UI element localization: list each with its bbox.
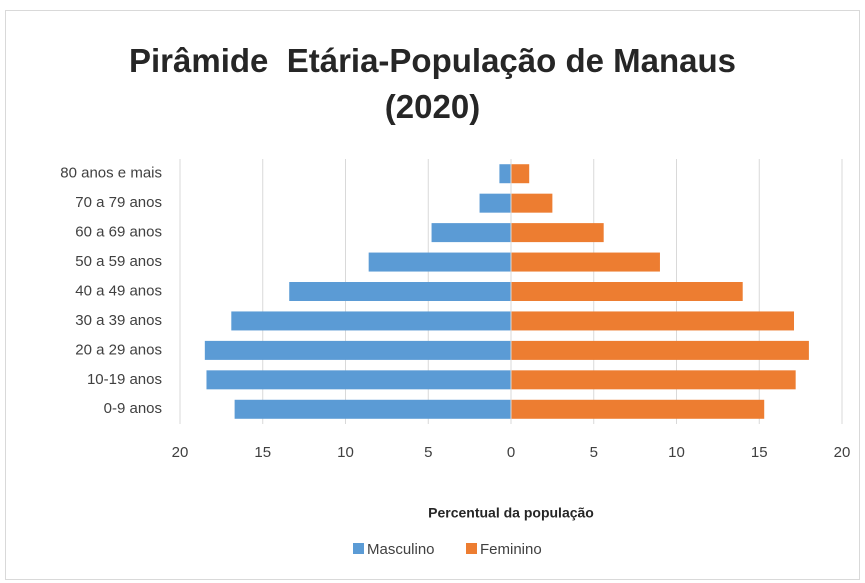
bar (511, 399, 765, 419)
bar (206, 370, 512, 390)
bar (511, 164, 530, 184)
x-tick-label: 5 (424, 444, 432, 461)
bar (511, 340, 809, 360)
y-tick-label: 80 anos e mais (60, 165, 162, 182)
bar (231, 311, 511, 331)
bar (289, 282, 511, 301)
y-tick-label: 70 a 79 anos (75, 194, 162, 211)
y-tick-label: 60 a 69 anos (75, 224, 162, 241)
legend-label: Feminino (480, 541, 542, 558)
bar (511, 193, 553, 213)
bar (234, 399, 512, 419)
x-axis-title: Percentual da população (428, 505, 594, 521)
bar (511, 252, 660, 272)
bar (511, 311, 795, 331)
bar (511, 370, 796, 390)
y-tick-label: 40 a 49 anos (75, 282, 162, 299)
y-tick-label: 10-19 anos (87, 371, 162, 388)
bar (511, 282, 743, 301)
y-tick-label: 50 a 59 anos (75, 253, 162, 270)
x-tick-label: 5 (590, 444, 598, 461)
y-tick-label: 0-9 anos (104, 400, 162, 417)
legend-swatch (353, 543, 364, 554)
x-tick-label: 20 (172, 444, 189, 461)
x-tick-label: 20 (834, 444, 851, 461)
y-tick-label: 20 a 29 anos (75, 341, 162, 358)
x-tick-label: 0 (507, 444, 515, 461)
x-tick-label: 15 (254, 444, 271, 461)
x-tick-label: 10 (337, 444, 354, 461)
bar (368, 252, 511, 272)
bar (479, 193, 511, 213)
x-tick-label: 10 (668, 444, 685, 461)
legend-swatch (466, 543, 477, 554)
bar (431, 223, 511, 243)
chart-title: Pirâmide Etária-População de Manaus (202… (128, 42, 746, 125)
y-tick-label: 30 a 39 anos (75, 312, 162, 329)
legend-label: Masculino (367, 541, 435, 558)
bar (204, 340, 511, 360)
x-tick-label: 15 (751, 444, 768, 461)
bar (511, 223, 604, 243)
bar (499, 164, 511, 184)
